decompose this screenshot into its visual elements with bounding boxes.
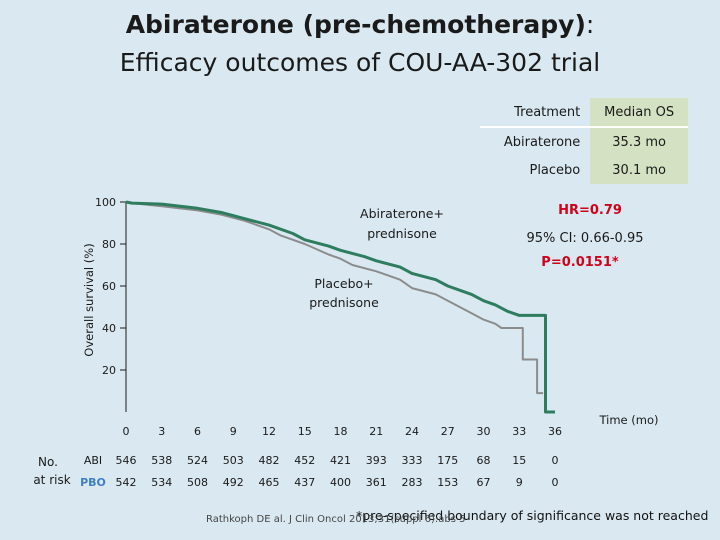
x-tick-label: 3 — [158, 425, 165, 438]
at-risk-abi-value: 452 — [294, 454, 315, 467]
x-tick-label: 9 — [230, 425, 237, 438]
x-axis-label: Time (mo) — [598, 413, 658, 427]
os-row-abiraterone: Abiraterone 35.3 mo — [480, 127, 688, 156]
os-table-header: Treatment Median OS — [480, 98, 688, 128]
abiraterone-annotation-line2: prednisone — [367, 226, 437, 241]
at-risk-pbo-value: 542 — [116, 476, 137, 489]
placebo-annotation-line2: prednisone — [309, 295, 379, 310]
os-header-median: Median OS — [590, 98, 688, 128]
os-cell-treatment: Abiraterone — [503, 134, 581, 150]
y-tick-label: 40 — [102, 322, 116, 335]
at-risk-abi-value: 421 — [330, 454, 351, 467]
at-risk-pbo-value: 465 — [259, 476, 280, 489]
at-risk-abi-value: 393 — [366, 454, 387, 467]
at-risk-pbo-value: 361 — [366, 476, 387, 489]
x-tick-label: 21 — [369, 425, 383, 438]
os-row-placebo: Placebo 30.1 mo — [480, 156, 688, 184]
title-colon: : — [585, 10, 595, 39]
p-value: P=0.0151* — [541, 255, 619, 270]
at-risk-abi-value: 175 — [437, 454, 458, 467]
os-cell-treatment: Placebo — [529, 162, 581, 178]
os-header-treatment: Treatment — [480, 98, 591, 128]
x-tick-label: 24 — [405, 425, 419, 438]
at-risk-pbo-value: 400 — [330, 476, 351, 489]
placebo-annotation-line1: Placebo+ — [314, 276, 373, 291]
x-tick-label: 18 — [334, 425, 348, 438]
at-risk-abi-value: 503 — [223, 454, 244, 467]
title-subtitle: Efficacy outcomes of COU-AA-302 trial — [119, 48, 601, 77]
at-risk-pbo-value: 437 — [294, 476, 315, 489]
at-risk-pbo-value: 67 — [477, 476, 491, 489]
at-risk-pbo-value: 283 — [402, 476, 423, 489]
at-risk-pbo-value: 492 — [223, 476, 244, 489]
at-risk-abi-value: 524 — [187, 454, 208, 467]
at-risk-abi-value: 15 — [512, 454, 526, 467]
y-tick-label: 60 — [102, 280, 116, 293]
y-tick-label: 100 — [95, 196, 116, 209]
abiraterone-curve — [125, 200, 555, 414]
at-risk-abi-value: 538 — [151, 454, 172, 467]
os-cell-median: 30.1 mo — [590, 156, 688, 184]
at-risk-pbo-value: 508 — [187, 476, 208, 489]
at-risk-pbo-value: 0 — [552, 476, 559, 489]
placebo-curve — [125, 201, 544, 395]
at-risk-pbo-label: PBO — [80, 476, 106, 489]
median-os-table: Treatment Median OS Abiraterone 35.3 mo … — [480, 98, 688, 184]
at-risk-abi-value: 333 — [402, 454, 423, 467]
x-tick-label: 12 — [262, 425, 276, 438]
citation: Rathkoph DE al. J Clin Oncol 2013;31(sup… — [206, 514, 466, 525]
x-tick-label: 36 — [548, 425, 562, 438]
at-risk-pbo-value: 534 — [151, 476, 172, 489]
at-risk-pbo-value: 9 — [516, 476, 523, 489]
at-risk-abi-value: 482 — [259, 454, 280, 467]
x-tick-label: 30 — [477, 425, 491, 438]
x-tick-label: 6 — [194, 425, 201, 438]
at-risk-abi-value: 0 — [552, 454, 559, 467]
footnote: *pre-specified boundary of significance … — [356, 508, 709, 523]
y-tick-label: 20 — [102, 364, 116, 377]
x-tick-label: 15 — [298, 425, 312, 438]
x-tick-label: 27 — [441, 425, 455, 438]
confidence-interval: 95% CI: 0.66-0.95 — [526, 231, 644, 246]
at-risk-heading-line1: No. — [38, 455, 58, 469]
at-risk-abi-label: ABI — [84, 454, 102, 467]
at-risk-abi-value: 68 — [477, 454, 491, 467]
at-risk-abi-value: 546 — [116, 454, 137, 467]
x-tick-label: 0 — [123, 425, 130, 438]
os-cell-median: 35.3 mo — [590, 127, 688, 156]
title-bold: Abiraterone (pre-chemotherapy) — [125, 10, 586, 39]
y-tick-label: 80 — [102, 238, 116, 251]
y-axis-label: Overall survival (%) — [82, 243, 96, 356]
abiraterone-annotation-line1: Abiraterone+ — [360, 206, 444, 221]
hazard-ratio: HR=0.79 — [558, 203, 622, 218]
x-tick-label: 33 — [512, 425, 526, 438]
page-title: Abiraterone (pre-chemotherapy): Efficacy… — [0, 6, 720, 82]
at-risk-heading-line2: at risk — [33, 473, 70, 487]
at-risk-pbo-value: 153 — [437, 476, 458, 489]
